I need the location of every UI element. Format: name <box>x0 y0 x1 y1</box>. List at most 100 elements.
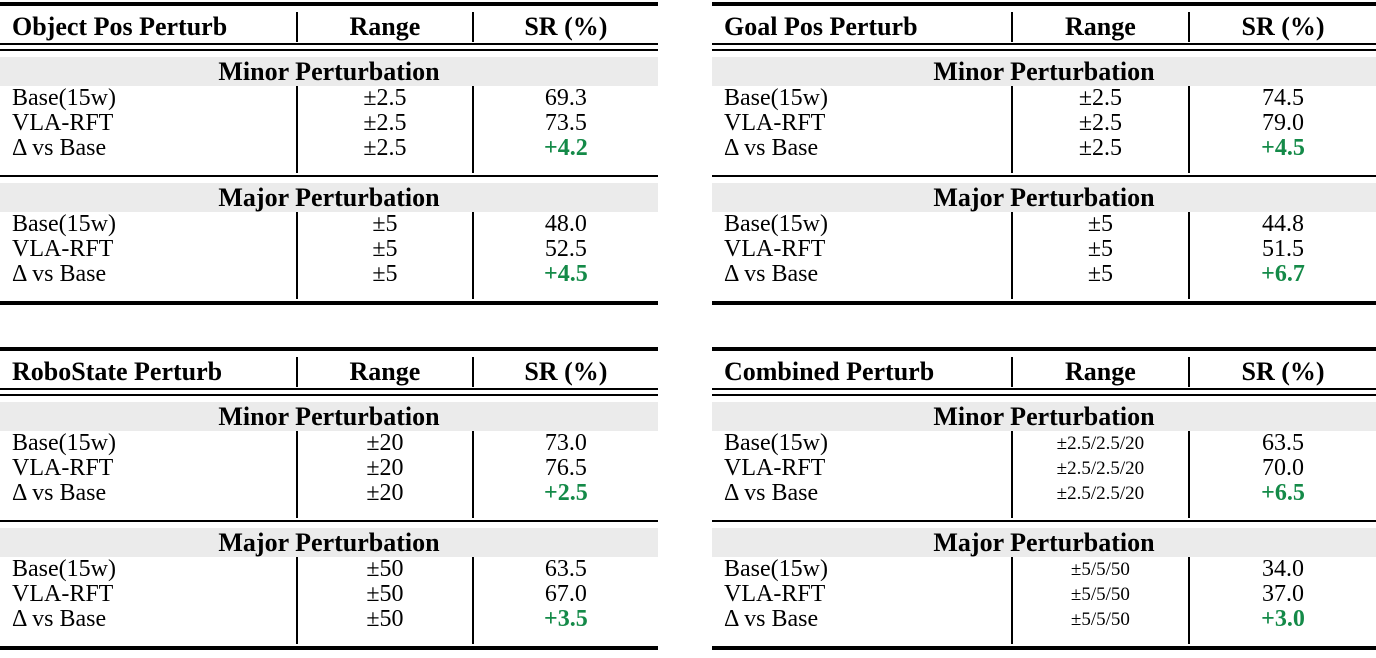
rule-extension <box>1010 632 1191 644</box>
section-body: Base(15w) ±5 48.0 VLA-RFT ±5 52.5 Δ vs B… <box>0 212 658 299</box>
section-body: Base(15w) ±2.5/2.5/20 63.5 VLA-RFT ±2.5/… <box>712 431 1376 518</box>
range-cell: ±2.5/2.5/20 <box>1010 456 1191 481</box>
top-rule <box>712 2 1376 6</box>
range-cell: ±2.5 <box>296 136 474 161</box>
range-cell: ±5 <box>1010 212 1191 237</box>
section-body: Base(15w) ±2.5 74.5 VLA-RFT ±2.5 79.0 Δ … <box>712 86 1376 173</box>
sr-cell: 48.0 <box>544 211 587 237</box>
range-cell: ±2.5 <box>1010 111 1191 136</box>
range-cell: ±2.5/2.5/20 <box>1010 481 1191 506</box>
rule-extension <box>474 506 658 518</box>
range-cell: ±20 <box>296 456 474 481</box>
range-cell: ±2.5 <box>296 86 474 111</box>
delta-method-cell: Δ vs Base <box>724 480 819 506</box>
method-cell: VLA-RFT <box>12 110 114 136</box>
section-body: Base(15w) ±50 63.5 VLA-RFT ±50 67.0 Δ vs… <box>0 557 658 644</box>
range-cell: ±5 <box>296 237 474 262</box>
top-rule <box>0 347 658 351</box>
rule-extension <box>712 287 1011 299</box>
rule-extension <box>0 506 296 518</box>
rule-extension <box>296 632 474 644</box>
rule-extension <box>1010 506 1191 518</box>
rule-extension <box>296 287 474 299</box>
delta-sr-cell: +6.5 <box>1261 480 1305 506</box>
rule-extension <box>0 632 296 644</box>
range-cell: ±20 <box>296 431 474 456</box>
table-header-row: Goal Pos Perturb Range SR (%) <box>712 6 1376 43</box>
column-header-range: Range <box>296 357 474 387</box>
bottom-rule <box>0 646 658 650</box>
range-cell: ±50 <box>296 557 474 582</box>
bottom-rule <box>0 301 658 305</box>
range-cell: ±5 <box>1010 237 1191 262</box>
section-minor: Minor Perturbation Base(15w) ±2.5/2.5/20… <box>712 402 1376 518</box>
section-minor: Minor Perturbation Base(15w) ±2.5 69.3 V… <box>0 57 658 173</box>
top-rule <box>712 347 1376 351</box>
sr-cell: 63.5 <box>544 556 587 582</box>
range-cell: ±2.5 <box>1010 86 1191 111</box>
rule-extension <box>1010 287 1191 299</box>
section-body: Base(15w) ±5/5/50 34.0 VLA-RFT ±5/5/50 3… <box>712 557 1376 644</box>
header-double-rule <box>712 388 1376 396</box>
method-cell: Base(15w) <box>12 85 116 111</box>
column-header-perturb-type: Object Pos Perturb <box>12 11 228 41</box>
delta-sr-cell: +2.5 <box>544 480 588 506</box>
section-title-major: Major Perturbation <box>712 528 1376 557</box>
delta-sr-cell: +4.5 <box>1261 135 1305 161</box>
range-cell: ±50 <box>296 607 474 632</box>
sr-cell: 67.0 <box>544 581 587 607</box>
table-header-row: RoboState Perturb Range SR (%) <box>0 351 658 388</box>
column-header-range: Range <box>1010 357 1191 387</box>
delta-sr-cell: +3.5 <box>544 606 588 632</box>
method-cell: VLA-RFT <box>724 581 826 607</box>
section-title-minor: Minor Perturbation <box>712 57 1376 86</box>
range-cell: ±2.5/2.5/20 <box>1010 431 1191 456</box>
section-body: Base(15w) ±20 73.0 VLA-RFT ±20 76.5 Δ vs… <box>0 431 658 518</box>
delta-method-cell: Δ vs Base <box>724 261 819 287</box>
column-header-range: Range <box>1010 12 1191 42</box>
bottom-rule <box>712 646 1376 650</box>
rule-extension <box>474 287 658 299</box>
column-header-range: Range <box>296 12 474 42</box>
range-cell: ±5 <box>1010 262 1191 287</box>
delta-method-cell: Δ vs Base <box>12 480 107 506</box>
range-cell: ±5 <box>296 212 474 237</box>
delta-method-cell: Δ vs Base <box>12 261 107 287</box>
method-cell: Base(15w) <box>724 556 828 582</box>
rule-extension <box>1190 632 1376 644</box>
table-header-row: Combined Perturb Range SR (%) <box>712 351 1376 388</box>
section-major: Major Perturbation Base(15w) ±50 63.5 VL… <box>0 528 658 644</box>
range-cell: ±5/5/50 <box>1010 582 1191 607</box>
bottom-rule <box>712 301 1376 305</box>
section-major: Major Perturbation Base(15w) ±5 44.8 VLA… <box>712 183 1376 299</box>
range-cell: ±5 <box>296 262 474 287</box>
delta-method-cell: Δ vs Base <box>724 606 819 632</box>
table-object-pos-perturb: Object Pos Perturb Range SR (%) Minor Pe… <box>0 2 658 305</box>
sr-cell: 70.0 <box>1262 455 1305 481</box>
rule-extension <box>474 632 658 644</box>
range-cell: ±50 <box>296 582 474 607</box>
method-cell: VLA-RFT <box>724 455 826 481</box>
sr-cell: 79.0 <box>1262 110 1305 136</box>
rule-extension <box>1190 287 1376 299</box>
column-header-sr: SR (%) <box>524 356 608 386</box>
section-title-minor: Minor Perturbation <box>0 402 658 431</box>
section-title-minor: Minor Perturbation <box>0 57 658 86</box>
range-cell: ±2.5 <box>1010 136 1191 161</box>
section-title-major: Major Perturbation <box>712 183 1376 212</box>
section-minor: Minor Perturbation Base(15w) ±20 73.0 VL… <box>0 402 658 518</box>
header-double-rule <box>0 388 658 396</box>
column-header-perturb-type: Combined Perturb <box>724 356 935 386</box>
sr-cell: 63.5 <box>1262 430 1305 456</box>
column-header-perturb-type: RoboState Perturb <box>12 356 223 386</box>
rule-extension <box>474 161 658 173</box>
method-cell: VLA-RFT <box>12 455 114 481</box>
rule-extension <box>712 632 1011 644</box>
rule-extension <box>1010 161 1191 173</box>
delta-method-cell: Δ vs Base <box>12 135 107 161</box>
section-divider-rule <box>712 520 1376 522</box>
column-header-sr: SR (%) <box>524 11 608 41</box>
method-cell: Base(15w) <box>724 85 828 111</box>
section-body: Base(15w) ±2.5 69.3 VLA-RFT ±2.5 73.5 Δ … <box>0 86 658 173</box>
rule-extension <box>712 161 1011 173</box>
